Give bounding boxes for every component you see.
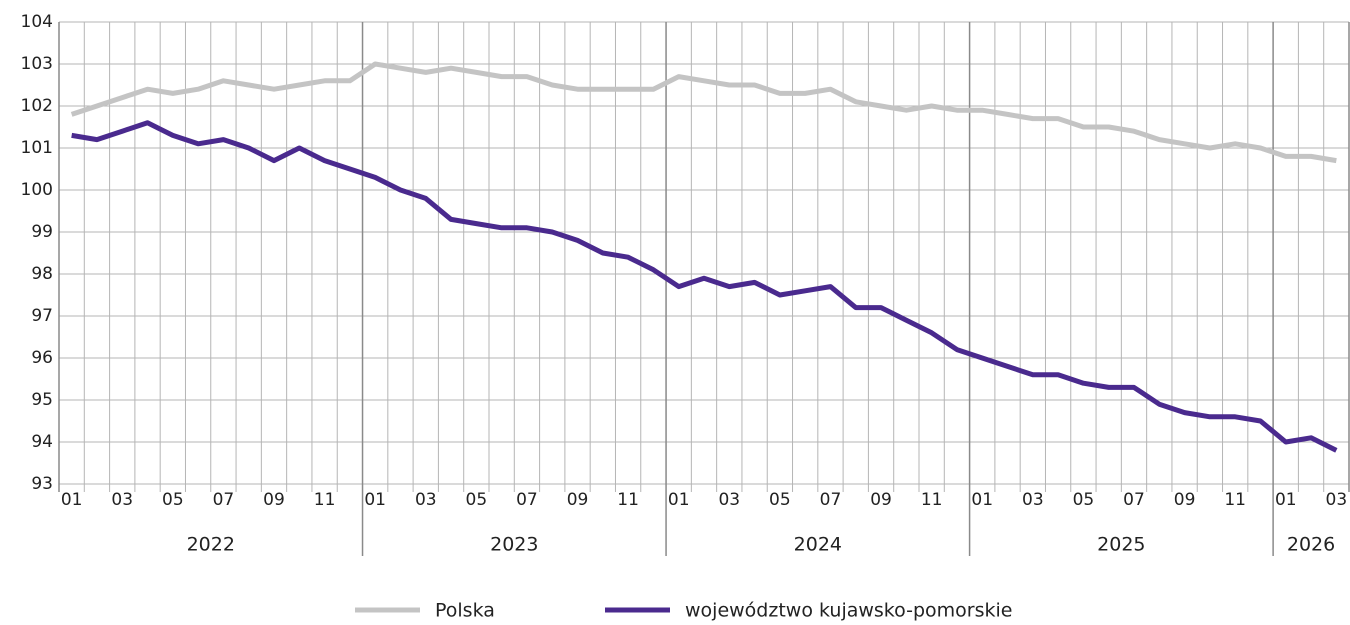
y-tick-label: 100 <box>21 180 53 200</box>
legend-label: Polska <box>435 600 495 622</box>
x-tick-label: 01 <box>971 490 993 510</box>
y-tick-label: 99 <box>31 222 53 242</box>
x-tick-label: 07 <box>516 490 538 510</box>
x-tick-label: 01 <box>1275 490 1297 510</box>
legend-label: województwo kujawsko-pomorskie <box>685 600 1012 622</box>
x-tick-label: 09 <box>1174 490 1196 510</box>
x-tick-label: 01 <box>364 490 386 510</box>
x-tick-label: 07 <box>1123 490 1145 510</box>
year-label: 2022 <box>187 534 235 556</box>
x-tick-label: 07 <box>213 490 235 510</box>
y-tick-label: 97 <box>31 306 53 326</box>
year-label: 2026 <box>1287 534 1335 556</box>
x-tick-label: 05 <box>769 490 791 510</box>
x-tick-label: 05 <box>1073 490 1095 510</box>
y-tick-label: 95 <box>31 390 53 410</box>
y-tick-label: 93 <box>31 474 53 494</box>
x-tick-label: 07 <box>820 490 842 510</box>
x-tick-label: 05 <box>466 490 488 510</box>
x-tick-label: 11 <box>1224 490 1246 510</box>
year-label: 2024 <box>794 534 842 556</box>
y-tick-label: 101 <box>21 138 53 158</box>
x-tick-label: 03 <box>415 490 437 510</box>
y-tick-label: 104 <box>21 12 53 32</box>
year-label: 2023 <box>490 534 538 556</box>
y-tick-label: 102 <box>21 96 53 116</box>
x-tick-label: 09 <box>870 490 892 510</box>
x-tick-label: 09 <box>567 490 589 510</box>
x-tick-label: 11 <box>617 490 639 510</box>
x-tick-label: 03 <box>111 490 133 510</box>
x-tick-label: 03 <box>1326 490 1348 510</box>
y-tick-label: 98 <box>31 264 53 284</box>
y-tick-label: 103 <box>21 54 53 74</box>
x-tick-label: 03 <box>718 490 740 510</box>
x-tick-label: 05 <box>162 490 184 510</box>
x-tick-label: 01 <box>61 490 83 510</box>
y-tick-label: 96 <box>31 348 53 368</box>
year-label: 2025 <box>1097 534 1145 556</box>
series-line <box>71 120 1338 453</box>
x-tick-label: 03 <box>1022 490 1044 510</box>
x-tick-label: 01 <box>668 490 690 510</box>
x-tick-label: 09 <box>263 490 285 510</box>
x-tick-label: 11 <box>314 490 336 510</box>
x-tick-label: 11 <box>921 490 943 510</box>
y-tick-label: 94 <box>31 432 53 452</box>
series-line <box>70 61 1337 164</box>
